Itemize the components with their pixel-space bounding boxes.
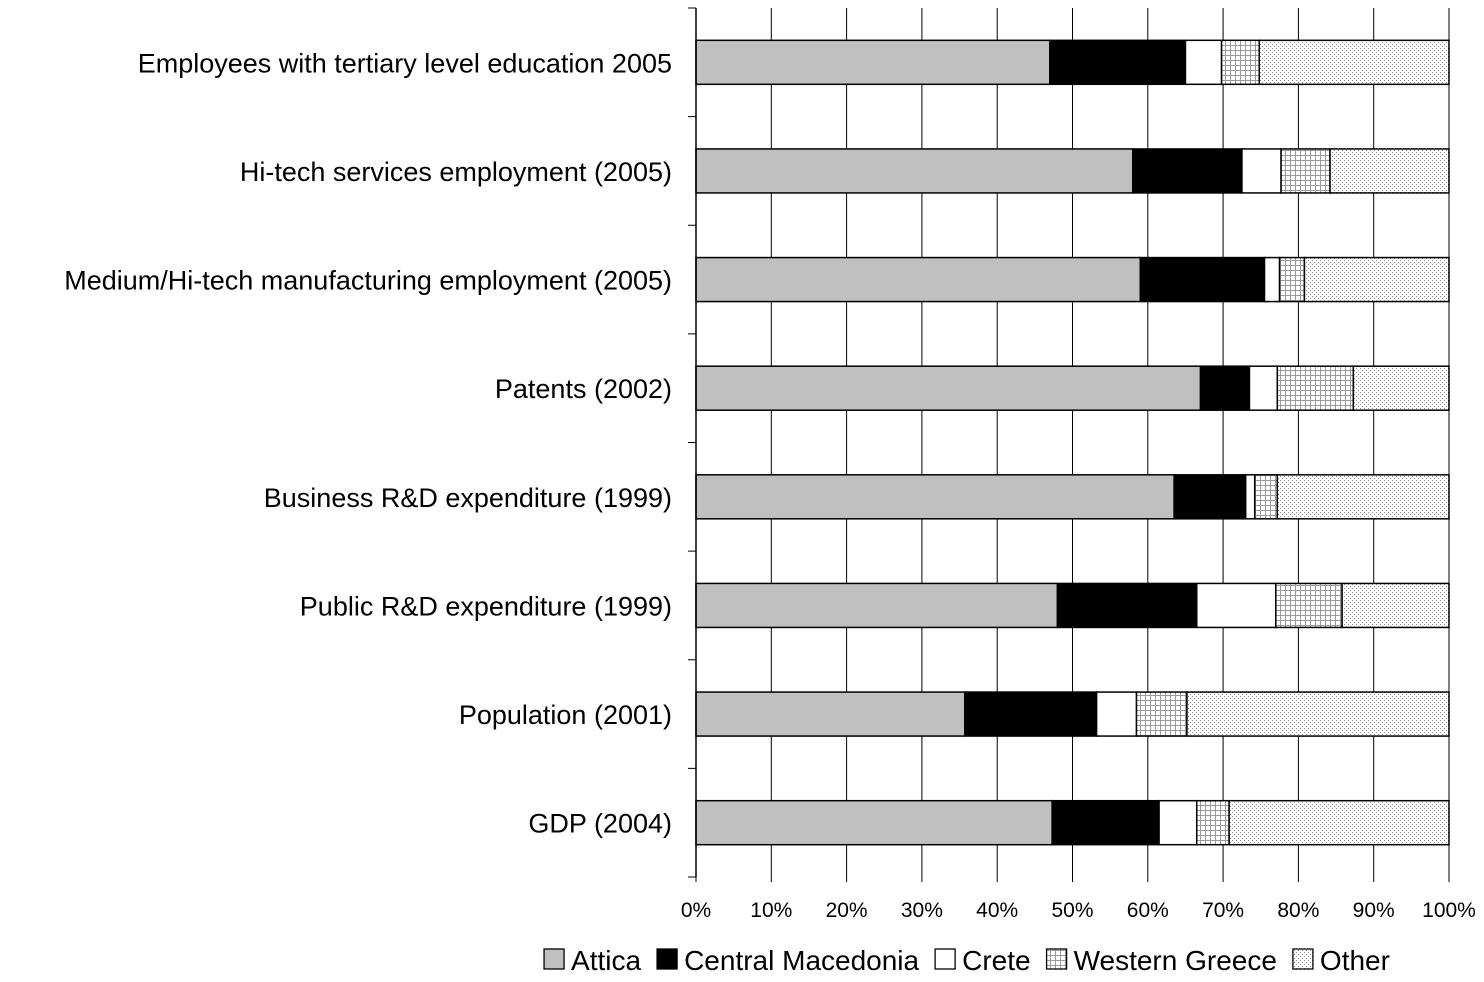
bar-segment bbox=[695, 39, 1051, 86]
bar-segment bbox=[1303, 256, 1450, 303]
category-labels: Employees with tertiary level education … bbox=[64, 48, 672, 838]
bar-segment bbox=[695, 582, 1059, 629]
x-tick-label: 40% bbox=[976, 899, 1018, 922]
bar-segment bbox=[1195, 582, 1277, 629]
legend-swatch bbox=[1045, 948, 1068, 970]
bar-segment bbox=[1329, 148, 1450, 194]
bar-segment bbox=[1248, 365, 1279, 411]
bar-segment bbox=[1051, 799, 1160, 846]
bars bbox=[695, 39, 1450, 846]
legend-swatch bbox=[543, 948, 565, 970]
bar-segment bbox=[695, 691, 966, 737]
bar-segment bbox=[1173, 474, 1247, 520]
bar-segment bbox=[695, 474, 1175, 520]
bar-segment bbox=[1184, 39, 1223, 86]
category-label: Population (2001) bbox=[459, 700, 672, 730]
x-tick-label: 70% bbox=[1202, 899, 1244, 922]
category-label: GDP (2004) bbox=[528, 809, 672, 839]
bar-segment bbox=[695, 256, 1142, 303]
axes bbox=[688, 7, 1450, 882]
legend-swatch bbox=[1292, 948, 1314, 970]
bar-segment bbox=[1095, 691, 1138, 737]
x-tick-label: 100% bbox=[1422, 899, 1476, 922]
legend-label: Other bbox=[1320, 945, 1390, 976]
x-tick-label: 50% bbox=[1051, 899, 1093, 922]
x-tick-label: 80% bbox=[1277, 899, 1319, 922]
x-tick-label: 0% bbox=[681, 899, 711, 922]
gridlines bbox=[695, 8, 1450, 877]
bar-segment bbox=[1258, 39, 1450, 86]
x-tick-label: 90% bbox=[1353, 899, 1395, 922]
bar-segment bbox=[964, 691, 1098, 737]
bar-segment bbox=[1244, 474, 1256, 520]
x-tick-label: 30% bbox=[901, 899, 943, 922]
legend-swatch bbox=[934, 948, 956, 970]
bar-segment bbox=[1263, 256, 1281, 303]
bar-segment bbox=[1341, 582, 1450, 629]
legend-label: Central Macedonia bbox=[684, 945, 919, 976]
bar-segment bbox=[1199, 365, 1251, 411]
x-tick-label: 10% bbox=[750, 899, 792, 922]
x-tick-labels: 0% 10% 20% 30% 40% 50% 60% 70% 80% 90% 100% bbox=[681, 899, 1476, 922]
category-label: Patents (2002) bbox=[495, 374, 672, 404]
legend: Attica Central Macedonia Crete Western Gree… bbox=[543, 945, 1390, 976]
bar-segment bbox=[1276, 474, 1450, 520]
legend-label: Attica bbox=[571, 945, 641, 976]
bar-segment bbox=[1049, 39, 1187, 86]
bar-segment bbox=[1278, 256, 1306, 303]
bar-segment bbox=[1352, 365, 1450, 411]
bar-segment bbox=[1280, 148, 1331, 194]
category-label: Employees with tertiary level education … bbox=[138, 48, 672, 78]
bar-segment bbox=[1276, 365, 1355, 411]
bar-segment bbox=[1056, 582, 1198, 629]
bar-segment bbox=[1241, 148, 1282, 194]
bar-segment bbox=[1139, 256, 1266, 303]
bar-segment bbox=[695, 365, 1202, 411]
bar-segment bbox=[1186, 691, 1450, 737]
bar-segment bbox=[1228, 799, 1450, 846]
legend-label: Crete bbox=[962, 945, 1030, 976]
bar-segment bbox=[1220, 39, 1260, 86]
bar-segment bbox=[1253, 474, 1279, 520]
x-tick-label: 60% bbox=[1127, 899, 1169, 922]
bar-segment bbox=[1131, 148, 1243, 194]
bar-segment bbox=[695, 148, 1134, 194]
x-tick-label: 20% bbox=[826, 899, 868, 922]
category-label: Hi-tech services employment (2005) bbox=[240, 157, 672, 187]
legend-label: Western Greece bbox=[1074, 945, 1277, 976]
bar-segment bbox=[1195, 799, 1230, 846]
bar-segment bbox=[695, 799, 1053, 846]
legend-swatch bbox=[656, 948, 678, 970]
bar-segment bbox=[1275, 582, 1343, 629]
bar-segment bbox=[1135, 691, 1188, 737]
bar-segment bbox=[1158, 799, 1198, 846]
category-label: Public R&D expenditure (1999) bbox=[300, 591, 672, 621]
category-label: Business R&D expenditure (1999) bbox=[264, 483, 672, 513]
category-label: Medium/Hi-tech manufacturing employment … bbox=[64, 266, 672, 296]
